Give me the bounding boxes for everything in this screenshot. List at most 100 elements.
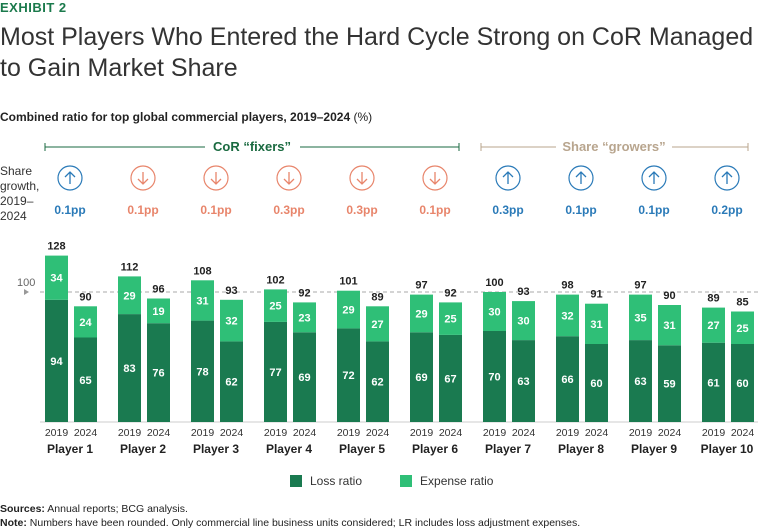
- year-tick-label: 2019: [45, 427, 69, 439]
- arrow-down-glyph: [356, 172, 368, 185]
- expense-bar: [585, 303, 608, 344]
- year-tick-label: 2024: [439, 427, 463, 439]
- year-tick-label: 2024: [512, 427, 536, 439]
- expense-value-label: 24: [79, 317, 92, 329]
- total-value-label: 90: [663, 290, 675, 302]
- expense-bar: [410, 294, 433, 333]
- expense-value-label: 31: [196, 295, 208, 307]
- legend-item-loss: Loss ratio: [290, 474, 362, 488]
- share-growth-label-line: 2019–: [0, 194, 34, 208]
- total-value-label: 93: [225, 285, 237, 297]
- loss-bar: [629, 340, 652, 422]
- expense-value-label: 32: [561, 310, 573, 322]
- total-value-label: 108: [193, 265, 211, 277]
- note-line: Note: Numbers have been rounded. Only co…: [0, 516, 580, 530]
- share-growth-value: 0.3pp: [273, 203, 304, 217]
- loss-bar: [118, 314, 141, 422]
- sources-line: Sources: Annual reports; BCG analysis.: [0, 502, 580, 516]
- total-value-label: 97: [634, 280, 646, 292]
- legend-label-expense: Expense ratio: [420, 474, 494, 488]
- note-text: Numbers have been rounded. Only commerci…: [29, 517, 581, 529]
- footnotes: Sources: Annual reports; BCG analysis. N…: [0, 502, 580, 530]
- loss-value-label: 62: [371, 377, 383, 389]
- expense-bar: [293, 302, 316, 333]
- arrow-up-glyph: [721, 171, 733, 184]
- reference-label: 100: [17, 277, 35, 289]
- expense-bar: [439, 302, 462, 335]
- expense-bar: [366, 306, 389, 342]
- arrow-down-icon: [349, 165, 375, 191]
- arrow-up-icon: [495, 165, 521, 191]
- total-value-label: 91: [590, 289, 602, 301]
- expense-bar: [629, 294, 652, 341]
- expense-bar: [45, 255, 68, 300]
- player-name-label: Player 6: [412, 442, 458, 456]
- loss-bar: [731, 344, 754, 422]
- loss-bar: [191, 320, 214, 422]
- expense-bar: [264, 289, 287, 322]
- expense-value-label: 30: [517, 316, 529, 328]
- share-growth-value: 0.1pp: [54, 203, 85, 217]
- reference-arrow-icon: [24, 289, 29, 295]
- player-name-label: Player 9: [631, 442, 677, 456]
- expense-value-label: 23: [298, 312, 310, 324]
- subtitle-unit: (%): [353, 110, 373, 124]
- expense-value-label: 19: [152, 306, 164, 318]
- year-tick-label: 2019: [118, 427, 142, 439]
- share-growth-value: 0.1pp: [638, 203, 669, 217]
- loss-value-label: 67: [444, 373, 456, 385]
- loss-value-label: 59: [663, 379, 675, 391]
- loss-value-label: 63: [517, 376, 529, 388]
- expense-value-label: 27: [707, 320, 719, 332]
- combined-ratio-chart: CoR “fixers” Share “growers”Sharegrowth,2…: [0, 139, 758, 456]
- year-tick-label: 2019: [556, 427, 580, 439]
- legend-swatch-loss: [290, 475, 302, 487]
- year-tick-label: 2019: [702, 427, 726, 439]
- arrow-down-glyph: [210, 172, 222, 185]
- player-name-label: Player 8: [558, 442, 604, 456]
- year-tick-label: 2019: [337, 427, 361, 439]
- total-value-label: 89: [371, 291, 383, 303]
- year-tick-label: 2024: [74, 427, 98, 439]
- year-tick-label: 2019: [191, 427, 215, 439]
- expense-value-label: 25: [269, 301, 281, 313]
- share-growth-value: 0.1pp: [127, 203, 158, 217]
- subtitle-text: Combined ratio for top global commercial…: [0, 110, 351, 124]
- sources-text: Annual reports; BCG analysis.: [47, 503, 188, 515]
- loss-bar: [337, 328, 360, 422]
- loss-value-label: 76: [152, 368, 164, 380]
- loss-bar: [74, 337, 97, 422]
- chart-legend: Loss ratio Expense ratio: [290, 474, 523, 488]
- total-value-label: 128: [47, 241, 65, 253]
- arrow-down-glyph: [429, 172, 441, 185]
- expense-value-label: 31: [590, 319, 602, 331]
- total-value-label: 100: [485, 277, 503, 289]
- arrow-up-icon: [57, 165, 83, 191]
- share-growth-value: 0.3pp: [492, 203, 523, 217]
- expense-bar: [731, 311, 754, 344]
- expense-bar: [702, 307, 725, 343]
- expense-bar: [512, 301, 535, 341]
- expense-bar: [118, 276, 141, 315]
- arrow-down-glyph: [137, 172, 149, 185]
- loss-value-label: 94: [50, 356, 63, 368]
- expense-value-label: 32: [225, 316, 237, 328]
- total-value-label: 97: [415, 280, 427, 292]
- arrow-up-icon: [714, 165, 740, 191]
- player-name-label: Player 4: [266, 442, 312, 456]
- year-tick-label: 2019: [629, 427, 653, 439]
- loss-bar: [483, 331, 506, 422]
- growers-label: Share “growers”: [562, 139, 665, 154]
- sources-label: Sources:: [0, 503, 45, 515]
- loss-value-label: 78: [196, 366, 208, 378]
- expense-bar: [191, 280, 214, 321]
- player-name-label: Player 7: [485, 442, 531, 456]
- expense-value-label: 34: [50, 273, 63, 285]
- player-name-label: Player 3: [193, 442, 239, 456]
- expense-value-label: 29: [123, 290, 135, 302]
- loss-bar: [585, 344, 608, 422]
- loss-value-label: 83: [123, 363, 135, 375]
- year-tick-label: 2019: [264, 427, 288, 439]
- total-value-label: 96: [152, 284, 164, 296]
- expense-value-label: 30: [488, 307, 500, 319]
